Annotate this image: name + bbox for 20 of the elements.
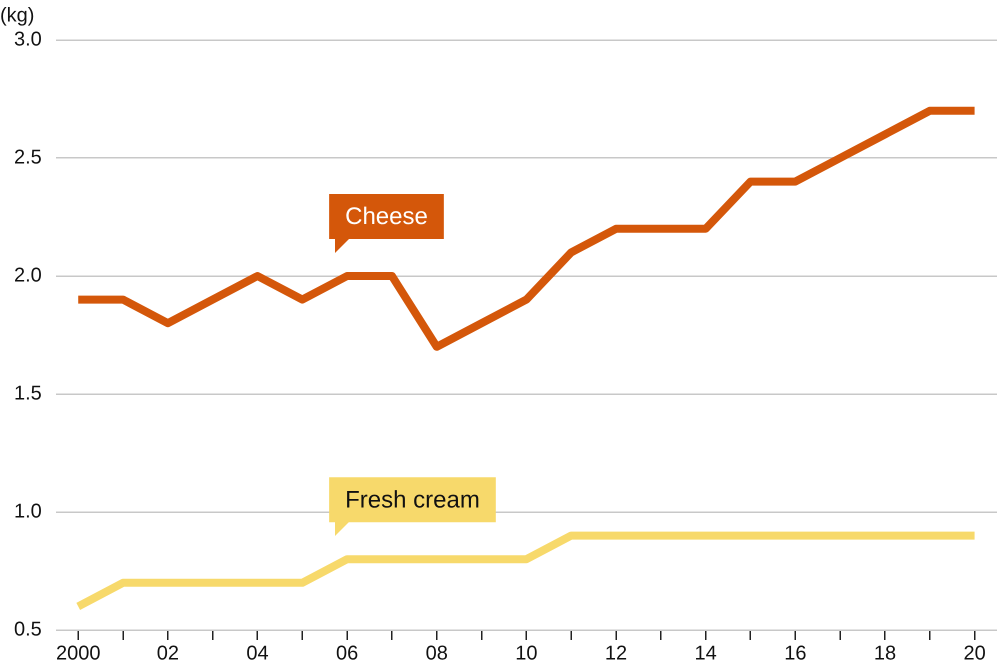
y-tick-label: 2.0 [14,264,42,287]
x-tick-label: 08 [426,642,448,665]
x-tick-label: 2000 [56,642,100,665]
x-tick-label: 02 [156,642,179,665]
x-tick-label: 18 [874,642,896,665]
x-tick-label: 12 [604,642,628,665]
y-tick-label: 0.5 [14,618,42,641]
y-tick-label: 2.5 [14,146,42,169]
x-tick-label: 10 [515,642,538,665]
x-tick-label: 06 [336,642,358,665]
y-tick-label: 1.0 [14,500,42,523]
series-label: Fresh cream [345,486,480,514]
x-tick-label: 20 [963,642,986,665]
x-tick-label: 04 [246,642,269,665]
y-axis-title: (kg) [0,4,34,27]
y-tick-label: 1.5 [14,382,42,405]
x-tick-label: 14 [694,642,717,665]
series-label: Cheese [345,203,428,230]
x-tick-label: 16 [784,642,806,665]
y-tick-label: 3.0 [14,28,42,51]
